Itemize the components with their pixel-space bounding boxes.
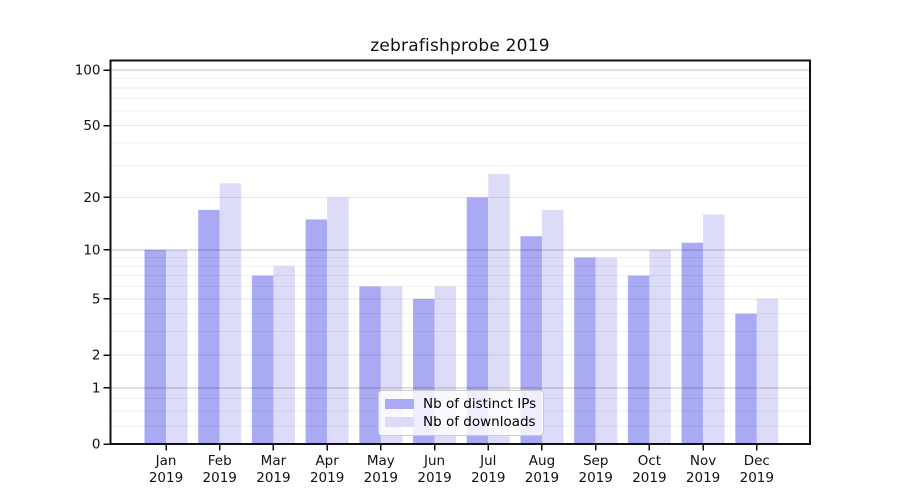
plot-frame [109,59,811,445]
bar-ips-may [359,286,381,444]
x-tick-label-may: May [367,453,395,469]
x-tick-label-mar: Mar [261,453,287,469]
x-tick-label-jan: Jan [155,453,177,469]
bar-ips-jul [466,197,489,444]
x-tick-year-jul: 2019 [471,470,505,486]
x-tick-label-nov: Nov [690,453,716,469]
legend-item-distinct-ips: Nb of distinct IPs [385,395,537,413]
x-tick-label-apr: Apr [315,453,339,469]
x-tick-label-sep: Sep [583,453,608,469]
legend-item-downloads: Nb of downloads [385,413,537,431]
bar-ips-dec [735,313,757,444]
x-tick-year-sep: 2019 [579,470,613,486]
bar-downloads-jul [488,174,510,444]
y-tick-label-10: 10 [83,242,100,258]
x-tick-year-may: 2019 [364,470,398,486]
x-tick-year-mar: 2019 [256,470,290,486]
y-tick-label-50: 50 [83,118,100,134]
x-tick-year-feb: 2019 [203,470,237,486]
bar-downloads-apr [327,197,349,444]
x-tick-year-jan: 2019 [149,470,183,486]
y-tick-label-5: 5 [92,291,101,307]
x-tick-label-jun: Jun [423,453,445,469]
bar-downloads-aug [541,209,564,444]
x-tick-year-jun: 2019 [417,470,451,486]
x-tick-label-oct: Oct [638,453,661,469]
legend-swatch-distinct-ips [385,399,414,409]
bar-ips-oct [627,275,650,444]
x-tick-label-feb: Feb [208,453,232,469]
bar-downloads-jan [166,249,188,444]
bar-downloads-dec [756,298,779,444]
bar-downloads-nov [703,214,725,444]
bar-downloads-oct [649,249,671,444]
bar-downloads-feb [219,183,242,445]
x-tick-label-aug: Aug [529,453,555,469]
bar-ips-nov [681,242,704,444]
bar-ips-apr [305,219,328,444]
x-tick-label-dec: Dec [744,453,770,469]
y-tick-label-0: 0 [92,437,101,453]
chart-title: zebrafishprobe 2019 [370,36,550,56]
bar-ips-sep [574,257,596,444]
x-tick-year-apr: 2019 [310,470,344,486]
bar-downloads-mar [273,266,295,444]
legend-swatch-downloads [385,417,414,427]
legend-label-downloads: Nb of downloads [423,414,536,430]
x-tick-year-aug: 2019 [525,470,559,486]
x-tick-year-oct: 2019 [632,470,666,486]
y-tick-label-20: 20 [83,190,100,206]
bar-ips-feb [198,209,220,444]
y-tick-label-100: 100 [75,63,101,79]
bar-ips-mar [251,275,274,444]
legend: Nb of distinct IPs Nb of downloads [378,390,544,436]
x-tick-label-jul: Jul [479,453,496,469]
bar-ips-jan [144,249,166,444]
y-tick-label-1: 1 [92,380,101,396]
legend-label-distinct-ips: Nb of distinct IPs [423,396,537,412]
x-tick-year-nov: 2019 [686,470,720,486]
bar-downloads-sep [595,257,618,444]
y-tick-label-2: 2 [92,348,101,364]
x-tick-year-dec: 2019 [740,470,774,486]
